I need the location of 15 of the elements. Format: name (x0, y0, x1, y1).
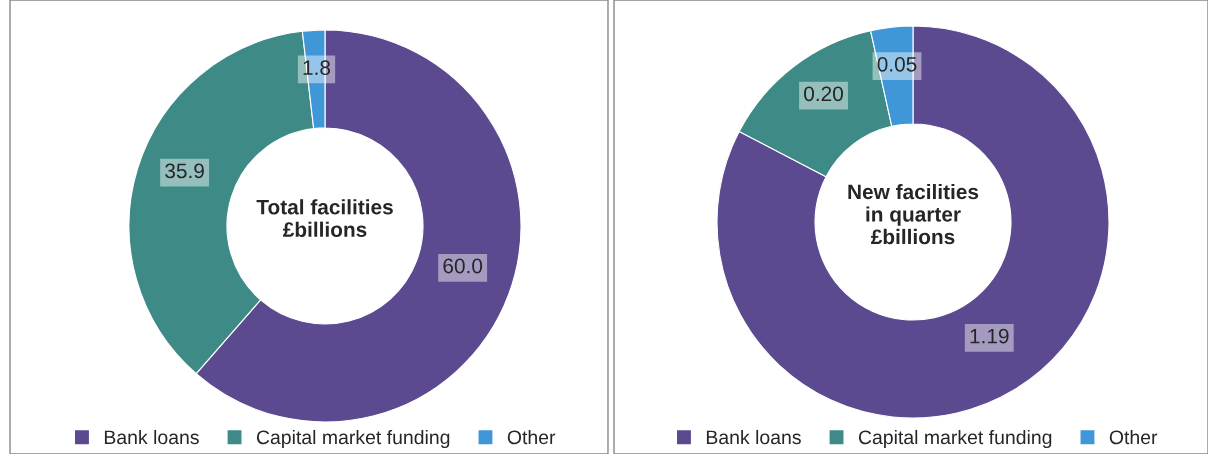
data-label: 1.8 (303, 60, 331, 76)
legend-label: Bank loans (104, 429, 199, 445)
legend-label: Capital market funding (858, 429, 1052, 449)
data-label: 60.0 (443, 258, 483, 274)
donut-slice (716, 25, 1110, 419)
text: New facilities in quarter £billions (848, 183, 979, 245)
legend-label: Other (507, 429, 556, 445)
legend-label: Capital market funding (256, 429, 450, 449)
data-label: 1.19 (970, 328, 1009, 344)
legend-label: Other (1109, 429, 1158, 445)
data-label: 0.20 (804, 86, 843, 102)
text: Total facilities £billions (256, 199, 393, 237)
data-label: 0.05 (877, 56, 917, 72)
legend-label: Bank loans (706, 429, 801, 445)
data-label: 35.9 (165, 163, 204, 179)
